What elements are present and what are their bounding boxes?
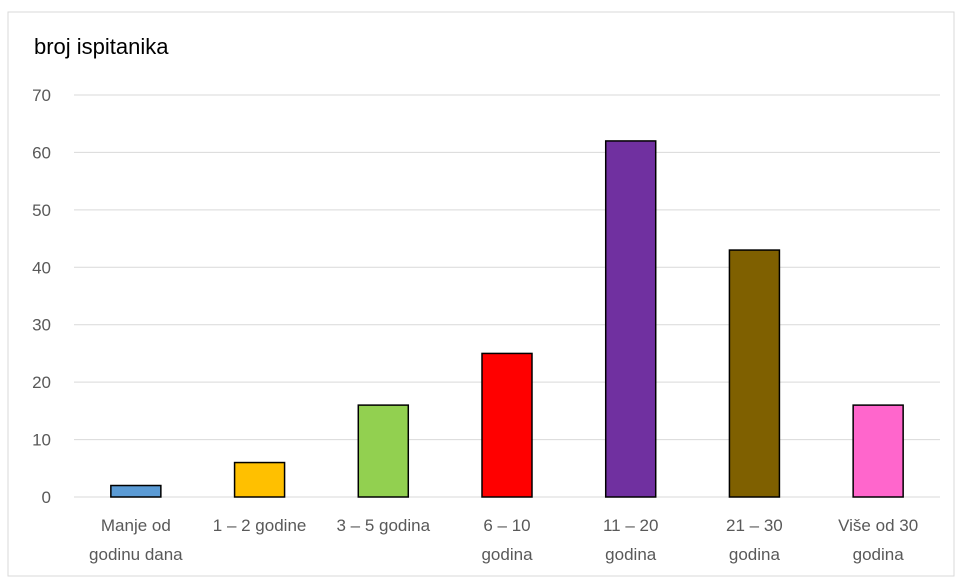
bar bbox=[604, 140, 657, 498]
y-axis-title: broj ispitanika bbox=[34, 34, 169, 59]
x-axis-labels: Manje od godinu dana 1 – 2 godine 3 – 5 god… bbox=[89, 516, 918, 564]
y-tick-label: 30 bbox=[32, 316, 51, 335]
x-category-label: 3 – 5 godina bbox=[336, 516, 430, 535]
x-category-label: godina bbox=[853, 545, 905, 564]
y-tick-label: 10 bbox=[32, 431, 51, 450]
y-tick-label: 20 bbox=[32, 373, 51, 392]
y-tick-label: 70 bbox=[32, 86, 51, 105]
bar bbox=[357, 404, 410, 498]
bar bbox=[852, 404, 904, 498]
y-tick-label: 60 bbox=[32, 143, 51, 162]
x-category-label: Manje od bbox=[101, 516, 171, 535]
x-category-label: 11 – 20 bbox=[603, 516, 658, 535]
bar bbox=[233, 461, 286, 498]
y-tick-label: 40 bbox=[32, 258, 51, 277]
y-tick-label: 50 bbox=[32, 201, 51, 220]
x-category-label: godinu dana bbox=[89, 545, 183, 564]
y-tick-label: 0 bbox=[42, 488, 51, 507]
bar bbox=[728, 249, 781, 498]
bar bbox=[110, 484, 162, 498]
bars bbox=[110, 140, 904, 498]
x-category-label: godina bbox=[605, 545, 657, 564]
gridlines bbox=[74, 94, 940, 498]
y-axis-ticks: 0 10 20 30 40 50 60 70 bbox=[32, 86, 51, 507]
bar bbox=[481, 352, 533, 498]
x-category-label: Više od 30 bbox=[838, 516, 918, 535]
x-category-label: 21 – 30 bbox=[726, 516, 783, 535]
chart-border bbox=[7, 11, 955, 577]
x-category-label: 6 – 10 bbox=[483, 516, 530, 535]
x-category-label: godina bbox=[729, 545, 781, 564]
x-category-label: godina bbox=[481, 545, 533, 564]
x-category-label: 1 – 2 godine bbox=[213, 516, 307, 535]
